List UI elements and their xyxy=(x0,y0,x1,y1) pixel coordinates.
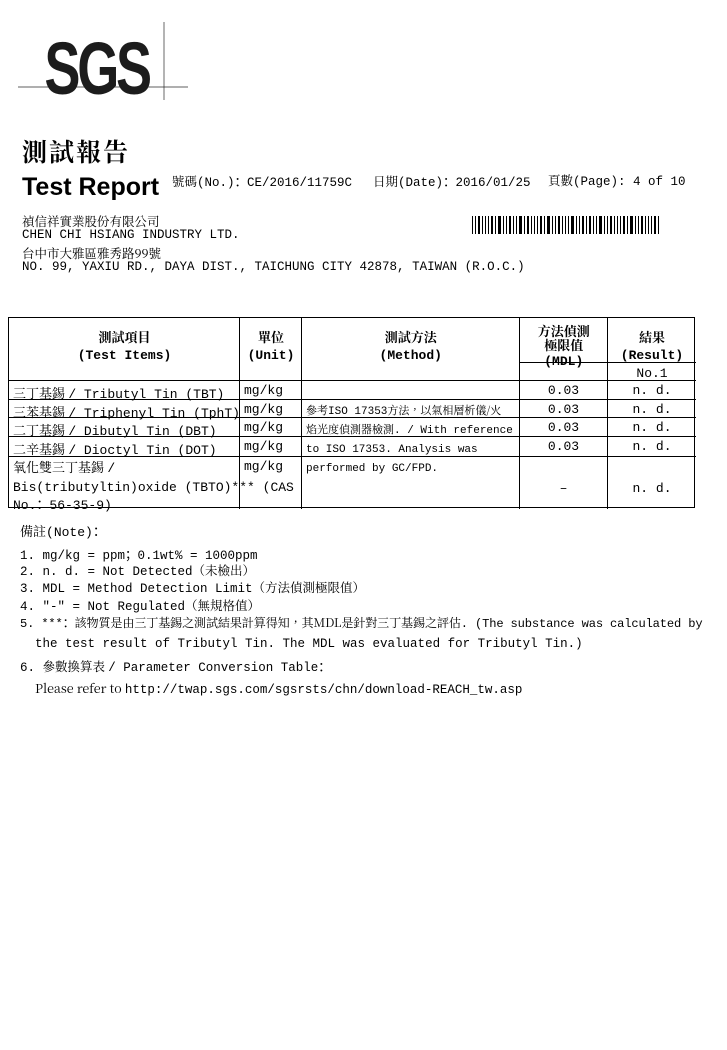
svg-text:SGS: SGS xyxy=(44,27,150,106)
